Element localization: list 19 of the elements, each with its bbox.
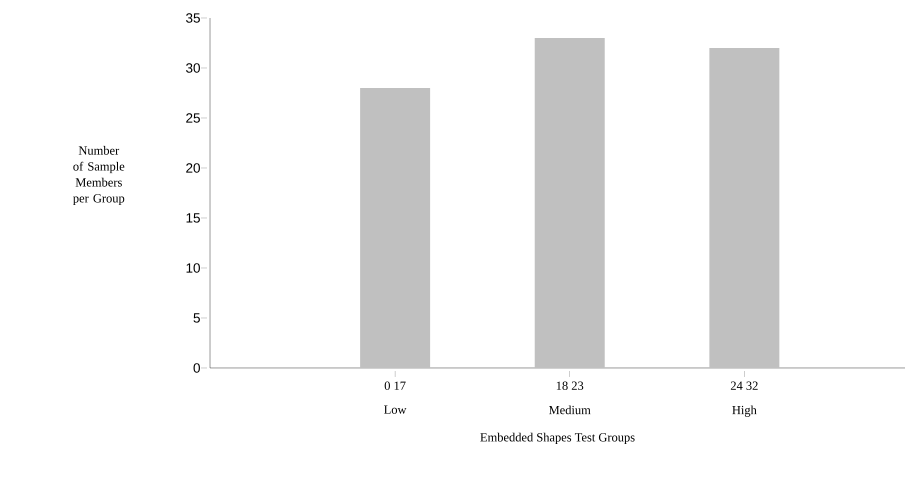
x-tick-label: 18 23 xyxy=(556,382,584,390)
y-axis-title: Number of Sample Members per Group xyxy=(73,146,124,206)
x-axis-title: Embedded Shapes Test Groups xyxy=(480,432,635,444)
text: High xyxy=(732,406,757,417)
y-tick-label: 10 xyxy=(186,263,200,273)
bar xyxy=(360,88,430,368)
y-tick-label: 25 xyxy=(186,113,200,123)
y-tick-label: 35 xyxy=(186,13,200,23)
x-tick-label: 0 17 xyxy=(384,382,406,390)
bar xyxy=(709,48,780,368)
text: Low xyxy=(384,406,406,414)
y-tick-label: 20 xyxy=(186,163,200,173)
y-tick-label: 5 xyxy=(194,313,200,323)
y-tick-label: 0 xyxy=(194,363,200,373)
x-tick-label: 24 32 xyxy=(730,382,758,390)
bar xyxy=(534,38,605,368)
y-tick-label: 15 xyxy=(186,213,200,223)
y-tick-label: 30 xyxy=(186,63,200,73)
text: Medium xyxy=(548,406,591,414)
